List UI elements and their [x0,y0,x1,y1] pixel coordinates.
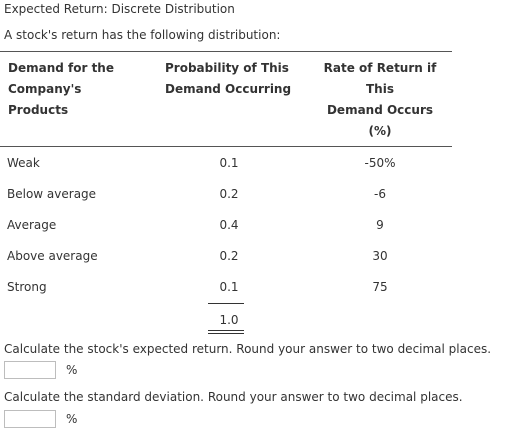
header-probability: Probability of This Demand Occurring [165,58,291,100]
expected-return-input[interactable] [4,361,56,379]
row-demand: Below average [7,187,97,201]
row-demand: Strong [7,280,47,294]
double-rule-upper [208,330,244,331]
row-demand: Above average [7,249,98,263]
row-probability: 0.4 [219,218,239,232]
row-return: -50% [364,156,396,170]
row-return: 30 [372,249,388,263]
header-return-line-1: Rate of Return if [323,61,437,75]
problem-intro: A stock's return has the following distr… [4,28,281,42]
row-probability: 0.2 [219,249,239,263]
question-expected-return: Calculate the stock's expected return. R… [4,342,492,356]
header-demand-line-2: Company's [8,82,82,96]
question-standard-deviation: Calculate the standard deviation. Round … [4,390,463,404]
page-title: Expected Return: Discrete Distribution [4,2,235,16]
header-return-line-4: (%) [368,124,392,138]
table-header-rule [0,146,452,147]
row-probability: 0.2 [219,187,239,201]
header-demand-line-1: Demand for the [8,61,114,75]
double-rule-lower [208,333,244,334]
header-demand: Demand for the Company's Products [8,58,114,121]
expected-return-unit: % [66,363,78,377]
row-probability: 0.1 [219,280,239,294]
row-return: 75 [372,280,388,294]
sum-rule [208,303,244,304]
probability-total: 1.0 [219,313,239,327]
table-top-rule [0,51,452,52]
row-return: 9 [376,218,384,232]
row-return: -6 [374,187,386,201]
header-return: Rate of Return if This Demand Occurs (%) [310,58,450,142]
header-demand-line-3: Products [8,103,69,117]
row-probability: 0.1 [219,156,239,170]
row-demand: Weak [7,156,40,170]
standard-deviation-unit: % [66,412,78,426]
header-probability-line-2: Demand Occurring [165,82,292,96]
header-probability-line-1: Probability of This [165,61,289,75]
header-return-line-3: Demand Occurs [326,103,434,117]
row-demand: Average [7,218,57,232]
standard-deviation-input[interactable] [4,410,56,428]
header-return-line-2: This [366,82,394,96]
